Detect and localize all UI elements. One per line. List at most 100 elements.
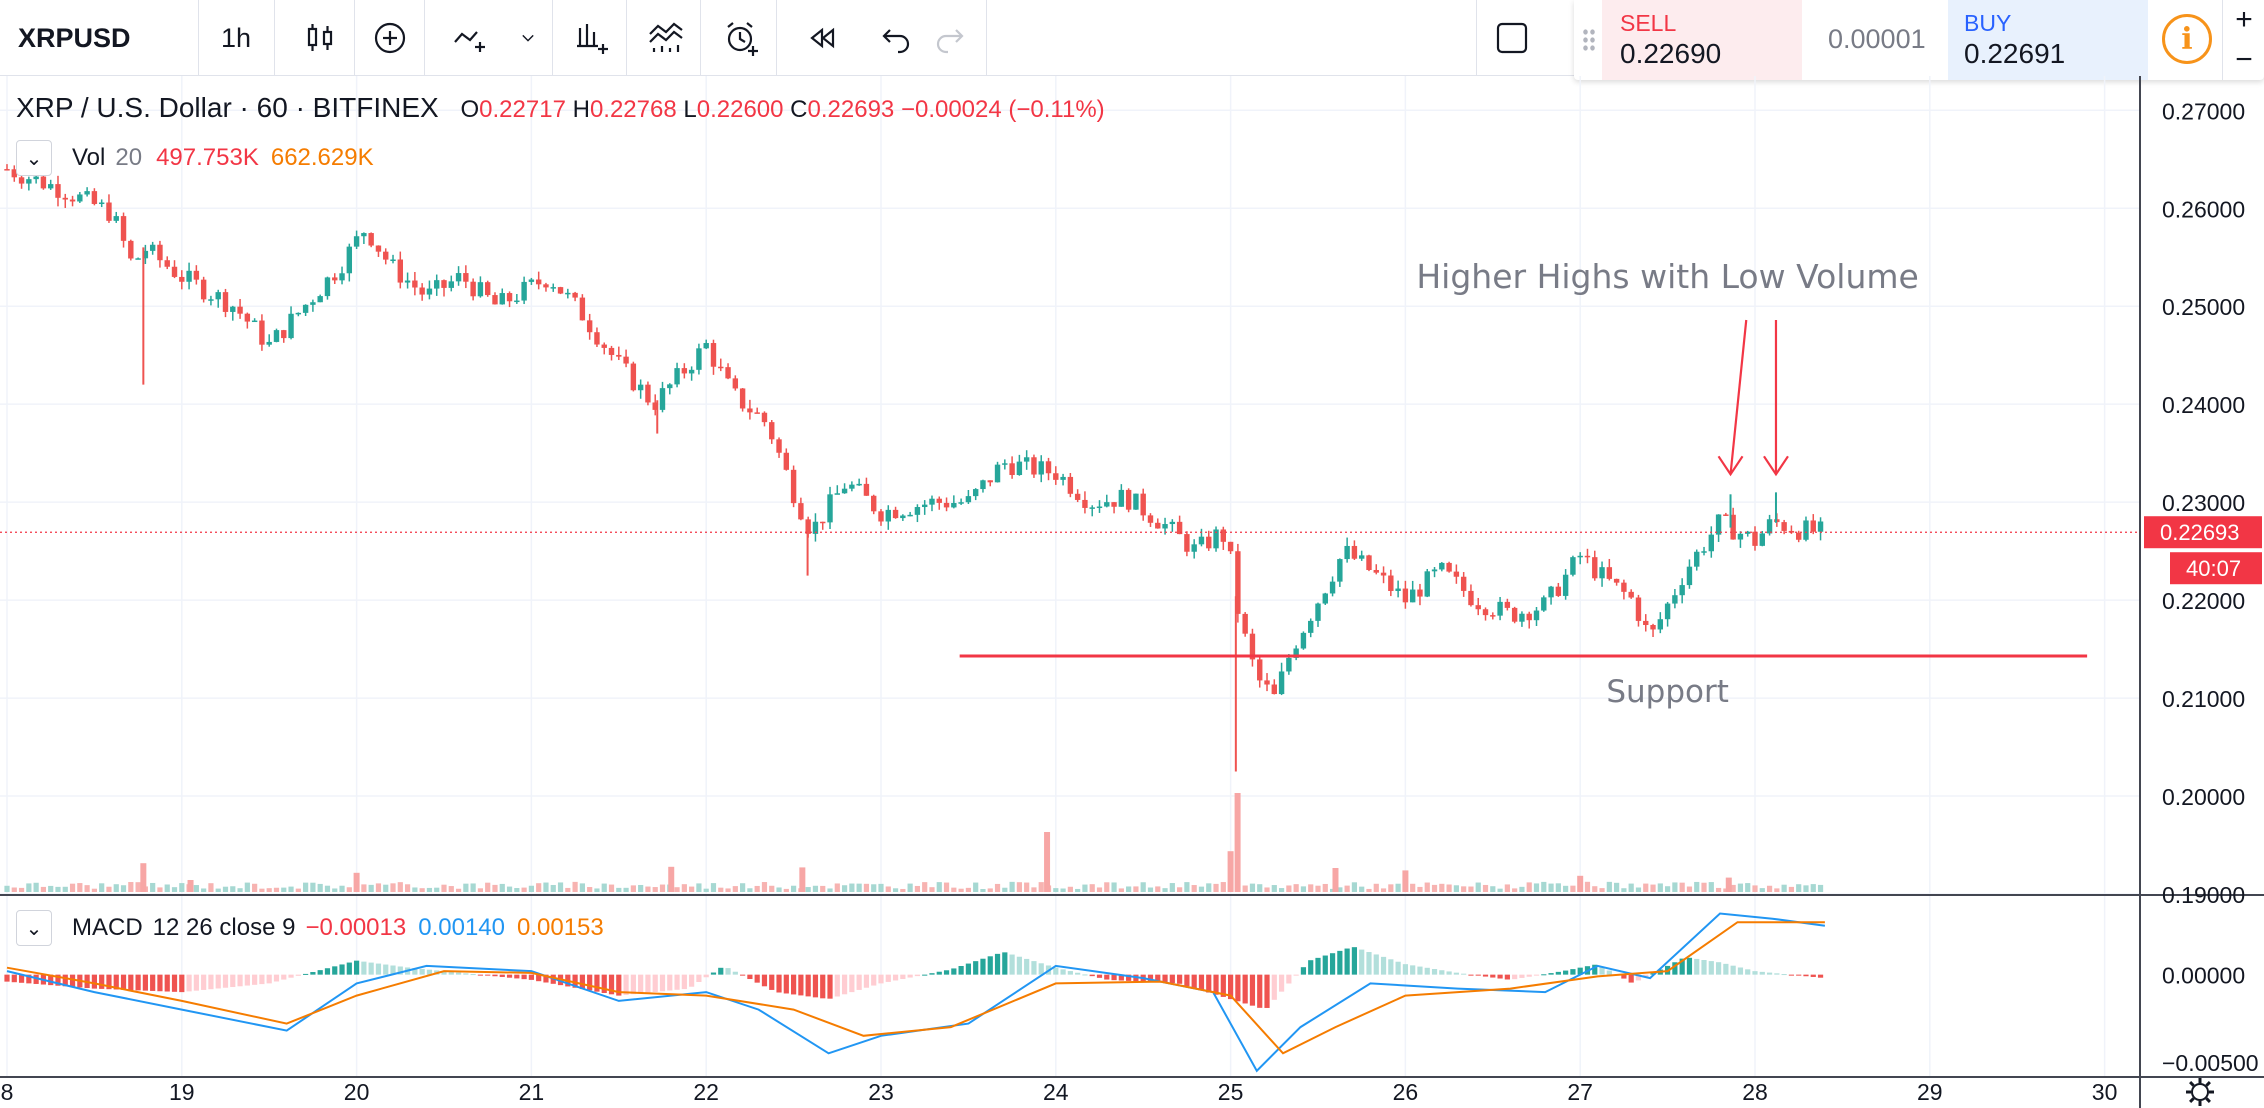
candle-body (1329, 581, 1336, 594)
chart-type-button[interactable] (290, 0, 350, 76)
macd-hist-bar (1512, 974, 1518, 980)
candle-body (1781, 522, 1787, 531)
collapse-macd-button[interactable]: ⌄ (16, 910, 52, 946)
candle-up (426, 280, 433, 300)
templates-button[interactable] (636, 0, 696, 76)
candle-down (936, 496, 942, 510)
candle-down (412, 271, 418, 296)
candle-body (441, 280, 447, 288)
candle-body (62, 197, 68, 200)
candle-body (477, 282, 484, 297)
volume-bar (1548, 883, 1554, 892)
candle-up (1344, 537, 1350, 563)
macd-hist-bar (201, 974, 207, 990)
volume-bar (747, 888, 753, 892)
macd-hist-bar (1184, 974, 1190, 986)
candle-down (1053, 466, 1059, 485)
volume-bar (1213, 883, 1219, 892)
price-chart[interactable]: Higher Highs with Low Volume Support 0.270… (0, 76, 2264, 1108)
macd-hist-bar (1366, 952, 1372, 975)
volume-bar (1351, 882, 1358, 892)
macd-hist-bar (1300, 967, 1307, 975)
macd-hist-bar (99, 974, 105, 989)
candle-up (667, 383, 673, 395)
candle-body (26, 179, 32, 184)
buy-button[interactable] (1948, 0, 2148, 80)
sell-button[interactable] (1602, 0, 1802, 80)
volume-bar (1555, 883, 1561, 892)
candle-down (1511, 606, 1518, 624)
buy-label: BUY (1964, 10, 2012, 36)
volume-bar (448, 886, 454, 892)
zoom-out-button[interactable]: − (2235, 43, 2253, 76)
candle-body (1635, 597, 1642, 621)
candle-up (1337, 558, 1343, 587)
volume-bar (1715, 887, 1722, 892)
candle-body (230, 306, 236, 312)
candle-body (965, 496, 972, 503)
volume-bar (1752, 885, 1758, 892)
candle-down (1526, 611, 1532, 629)
drag-handle[interactable] (1582, 28, 1596, 52)
candle-body (637, 384, 644, 391)
macd-hist-bar (485, 974, 491, 976)
macd-hist-bar (426, 969, 433, 975)
fullscreen-button[interactable] (1482, 0, 1542, 76)
candle-down (62, 193, 68, 208)
candle-body (594, 332, 600, 345)
volume-bar (230, 886, 236, 892)
volume-bar (1198, 886, 1205, 892)
candle-body (943, 502, 950, 508)
macd-params: 12 26 close 9 (152, 914, 296, 941)
candle-up (317, 294, 323, 303)
candle-body (1315, 603, 1321, 621)
volume-bar (1606, 881, 1612, 892)
candle-body (1104, 502, 1110, 507)
compare-button[interactable] (440, 0, 500, 76)
collapse-volume-button[interactable]: ⌄ (16, 140, 52, 176)
candle-up (1300, 631, 1307, 650)
candle-up (186, 262, 192, 290)
volume-bar (710, 883, 717, 892)
volume-bar (1162, 888, 1168, 892)
macd-hist-bar (973, 961, 979, 975)
volume-bar (332, 888, 338, 892)
replay-button[interactable] (792, 0, 852, 76)
indicators-button[interactable] (562, 0, 622, 76)
volume-bar (295, 888, 301, 892)
volume-bar (1686, 886, 1693, 892)
symbol-search-button[interactable]: XRPUSD (18, 0, 131, 76)
price-tick-label: 0.20000 (2162, 784, 2245, 810)
info-button[interactable]: i (2162, 14, 2212, 64)
settings-gear-icon[interactable] (2186, 1078, 2214, 1106)
macd-hist-bar (419, 968, 425, 975)
redo-button[interactable] (920, 0, 980, 76)
alert-button[interactable] (712, 0, 772, 76)
macd-hist-bar (710, 972, 717, 975)
compare-dropdown[interactable] (508, 0, 548, 76)
candle-up (1424, 568, 1430, 598)
candle-body (1242, 613, 1248, 634)
countdown-label: 40:07 (2186, 556, 2241, 581)
undo-button[interactable] (866, 0, 926, 76)
volume-name: Vol (72, 144, 106, 171)
candle-body (747, 408, 753, 413)
time-tick-label: 8 (1, 1079, 14, 1105)
volume-bar (208, 883, 214, 892)
macd-hist-bar (1009, 954, 1015, 975)
candle-down (863, 477, 870, 496)
candle-body (1737, 533, 1744, 540)
candle-up (434, 274, 440, 296)
macd-hist-bar (630, 974, 636, 995)
interval-button[interactable]: 1h (200, 0, 272, 76)
candle-body (244, 313, 251, 322)
macd-hist-bar (237, 974, 243, 987)
macd-hist-bar (900, 974, 906, 980)
candle-body (1220, 529, 1227, 542)
volume-bar (994, 883, 1001, 892)
macd-hist-bar (1526, 974, 1532, 977)
macd-hist-bar (907, 974, 913, 978)
zoom-in-button[interactable]: + (2235, 3, 2253, 36)
candle-up (1562, 569, 1569, 600)
compare-symbol-button[interactable] (360, 0, 420, 76)
